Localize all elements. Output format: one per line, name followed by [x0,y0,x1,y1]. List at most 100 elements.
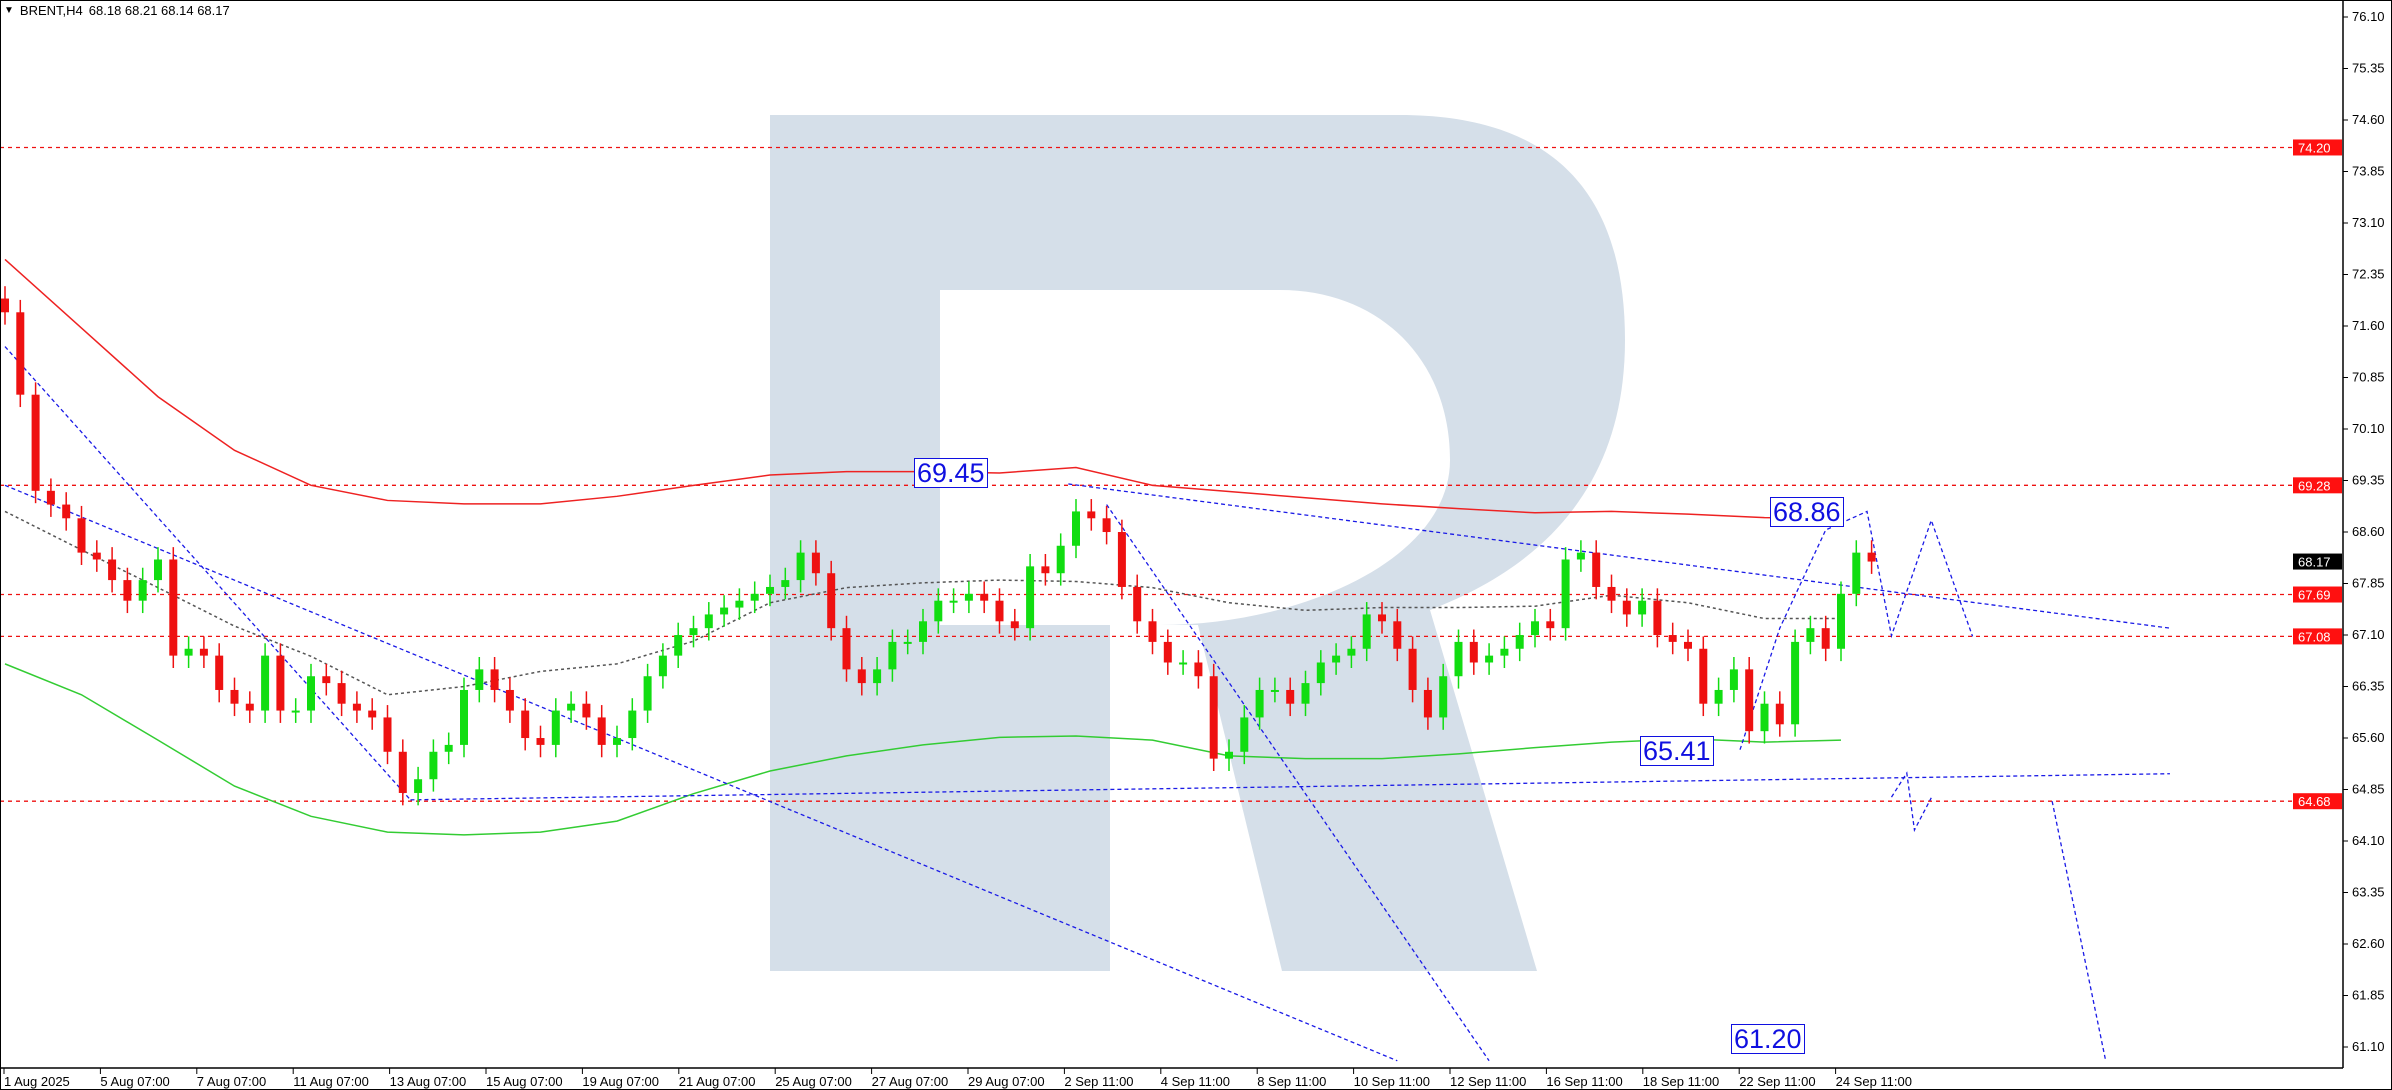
candle-bullish [964,593,973,601]
candle-bullish [1806,628,1815,642]
price-marker-label: 67.08 [2298,629,2331,644]
price-marker-label: 67.69 [2298,588,2331,603]
candle-bearish [1087,511,1096,519]
candle-bullish [138,580,147,601]
x-tick-label: 1 Aug 2025 [4,1074,70,1089]
candle-bullish [720,607,729,615]
candle-bearish [230,689,239,704]
y-tick-label: 64.85 [2352,782,2385,797]
y-tick-label: 70.85 [2352,370,2385,385]
watermark-logo [770,115,1625,971]
candle-bullish [1729,669,1738,690]
candle-bullish [766,586,774,594]
candle-bearish [398,751,407,793]
x-tick-label: 19 Aug 07:00 [582,1074,659,1089]
x-tick-label: 24 Sep 11:00 [1836,1074,1912,1089]
forecast-path [1890,771,1932,833]
candle-bearish [31,394,40,491]
candle-bullish [1240,717,1249,752]
x-tick-label: 22 Sep 11:00 [1739,1074,1815,1089]
candle-bearish [536,738,545,745]
candle-bullish [674,635,683,656]
candle-bearish [1607,586,1616,601]
candle-bearish [1117,532,1126,587]
x-tick-label: 13 Aug 07:00 [390,1074,467,1089]
candle-bullish [643,676,652,711]
candle-bullish [1485,655,1494,663]
price-marker-label: 68.17 [2298,555,2331,570]
candle-bearish [1653,600,1662,636]
candle-bearish [108,559,117,581]
candle-bullish [796,552,805,581]
y-tick-label: 66.35 [2352,679,2385,694]
forecast-path [2051,801,2107,1061]
x-tick-label: 11 Aug 07:00 [293,1074,369,1089]
candle-bullish [1316,662,1325,684]
candle-bullish [1515,635,1524,649]
candle-bullish [1255,689,1264,718]
candle-bearish [980,593,989,601]
x-tick-label: 15 Aug 07:00 [486,1074,563,1089]
candle-bearish [1867,552,1876,562]
candle-bullish [414,779,423,793]
candle-bullish [903,641,912,644]
candle-bullish [1332,655,1341,663]
y-tick-label: 63.35 [2352,885,2385,900]
y-tick-label: 71.60 [2352,318,2385,333]
y-tick-label: 68.60 [2352,524,2385,539]
dropdown-triangle-icon[interactable]: ▼ [4,5,14,16]
candle-bullish [1714,689,1723,704]
candle-bearish [857,669,866,684]
candle-bearish [1821,628,1830,649]
candle-bullish [1439,676,1448,718]
candle-bearish [123,580,132,601]
candle-bearish [1408,648,1417,690]
candle-bullish [154,559,162,581]
candle-bullish [444,744,453,752]
trend-line [4,484,1398,1062]
candle-bullish [460,689,468,745]
candle-bullish [750,593,759,601]
candle-bullish [873,669,882,684]
trend-line [410,773,2170,801]
x-tick-label: 12 Sep 11:00 [1450,1074,1526,1089]
candle-bullish [475,669,484,690]
candle-bearish [842,628,851,670]
candle-bullish [1301,683,1310,704]
candle-bearish [276,655,285,711]
price-marker-bg [2293,628,2342,645]
candle-bearish [1,298,9,313]
price-marker-bg [2293,586,2342,603]
y-tick-label: 70.10 [2352,421,2385,436]
candle-bearish [1148,621,1157,642]
candle-bearish [215,655,224,690]
price-marker-bg [2293,553,2342,570]
candle-bullish [1056,545,1065,574]
price-marker-label: 69.28 [2298,478,2331,493]
x-tick-label: 29 Aug 07:00 [968,1074,1045,1089]
trend-line [1068,483,2171,629]
candle-bullish [1638,600,1647,615]
price-marker-label: 74.20 [2298,140,2331,155]
candle-bearish [368,710,377,718]
candle-bullish [934,600,943,622]
y-tick-label: 62.60 [2352,936,2385,951]
annotation-61-20: 61.20 [1731,1024,1805,1054]
moving-average-mid [4,510,1841,696]
y-tick-label: 76.10 [2352,9,2385,24]
candle-bearish [1546,621,1555,629]
x-tick-label: 27 Aug 07:00 [872,1074,949,1089]
y-tick-label: 67.10 [2352,627,2385,642]
candle-bearish [62,504,71,519]
candle-bullish [1852,552,1861,594]
annotation-68-86: 68.86 [1770,497,1844,527]
candle-bullish [1454,641,1463,677]
candle-bullish [429,751,438,780]
y-tick-label: 74.60 [2352,112,2385,127]
candle-bullish [567,703,576,711]
candle-bullish [919,621,927,642]
candle-bearish [1286,689,1295,704]
price-marker-bg [2293,793,2342,810]
candle-bearish [995,600,1004,622]
